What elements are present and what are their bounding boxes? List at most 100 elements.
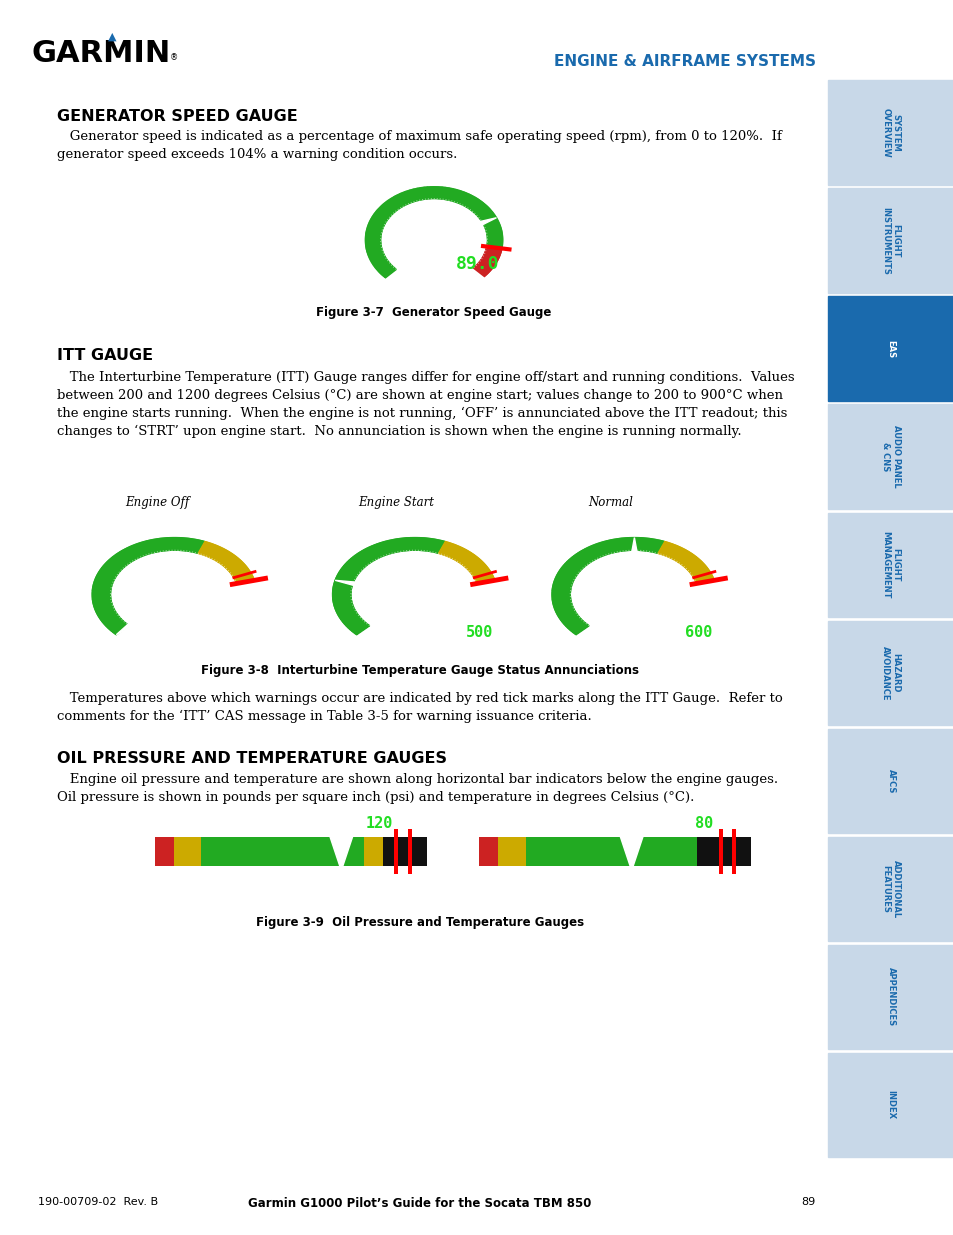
Polygon shape [356,553,370,563]
Polygon shape [338,572,355,578]
Polygon shape [593,545,603,556]
Polygon shape [659,542,667,555]
Polygon shape [421,188,425,199]
Polygon shape [476,264,489,272]
Polygon shape [450,547,461,558]
Polygon shape [681,557,696,566]
Polygon shape [377,543,386,555]
Polygon shape [212,548,224,559]
Polygon shape [462,556,476,564]
Polygon shape [233,573,252,578]
Polygon shape [160,538,164,551]
Polygon shape [483,254,498,259]
Polygon shape [417,537,419,551]
Polygon shape [397,194,407,205]
Text: GENERATOR SPEED GAUGE: GENERATOR SPEED GAUGE [57,109,297,124]
Polygon shape [339,571,356,577]
Polygon shape [559,614,577,620]
Polygon shape [366,230,381,232]
Polygon shape [683,558,699,567]
Polygon shape [373,215,387,221]
Text: 600: 600 [684,625,712,640]
Polygon shape [364,550,375,559]
Polygon shape [486,246,501,248]
Polygon shape [144,541,152,553]
Polygon shape [461,555,475,564]
Polygon shape [454,550,466,559]
Polygon shape [375,262,389,268]
Polygon shape [365,245,380,247]
Polygon shape [558,572,575,578]
Polygon shape [99,613,116,618]
Polygon shape [641,538,644,551]
Polygon shape [440,188,444,199]
Polygon shape [107,562,122,569]
Polygon shape [114,555,129,564]
Polygon shape [565,619,580,626]
Polygon shape [152,540,157,552]
Polygon shape [472,568,488,574]
Polygon shape [112,556,127,566]
Text: FLIGHT
MANAGEMENT: FLIGHT MANAGEMENT [881,531,900,599]
Polygon shape [395,538,400,552]
Polygon shape [687,563,703,571]
Polygon shape [483,220,497,225]
Polygon shape [476,577,493,580]
Polygon shape [585,548,597,558]
Polygon shape [696,579,713,583]
Polygon shape [343,566,359,573]
Polygon shape [480,259,495,266]
Polygon shape [343,616,359,622]
Polygon shape [598,543,606,555]
Polygon shape [471,567,487,573]
Polygon shape [375,212,388,219]
Polygon shape [487,236,502,237]
Polygon shape [92,592,111,593]
Polygon shape [430,540,436,552]
Polygon shape [409,190,416,201]
Polygon shape [468,562,483,571]
Polygon shape [478,211,492,219]
Polygon shape [223,558,237,566]
Polygon shape [484,253,498,258]
Polygon shape [233,572,250,577]
Polygon shape [473,268,485,277]
Polygon shape [98,611,115,616]
Polygon shape [562,616,578,624]
Polygon shape [675,551,687,561]
Polygon shape [215,551,228,561]
Polygon shape [412,189,417,201]
Polygon shape [346,619,361,626]
Polygon shape [101,615,118,621]
Polygon shape [552,590,570,592]
Polygon shape [368,251,382,256]
Polygon shape [193,540,198,552]
Polygon shape [560,568,578,574]
Polygon shape [377,263,390,272]
Polygon shape [116,553,130,563]
Polygon shape [474,572,491,578]
Text: 500: 500 [465,625,493,640]
Polygon shape [554,579,572,583]
Polygon shape [555,608,573,611]
Polygon shape [602,542,610,553]
Polygon shape [344,564,360,572]
Polygon shape [466,561,481,568]
Polygon shape [403,191,411,203]
Polygon shape [101,568,118,574]
Bar [154,837,173,866]
Polygon shape [688,564,704,572]
Polygon shape [567,621,582,629]
Polygon shape [448,546,458,557]
Text: Garmin G1000 Pilot’s Guide for the Socata TBM 850: Garmin G1000 Pilot’s Guide for the Socat… [248,1197,591,1210]
Polygon shape [178,537,180,551]
Polygon shape [486,248,501,251]
Polygon shape [116,553,131,563]
Polygon shape [617,538,621,551]
Polygon shape [220,555,233,564]
Bar [394,829,398,873]
Polygon shape [479,262,493,268]
Polygon shape [203,543,212,555]
Bar [364,837,383,866]
Polygon shape [557,574,574,579]
